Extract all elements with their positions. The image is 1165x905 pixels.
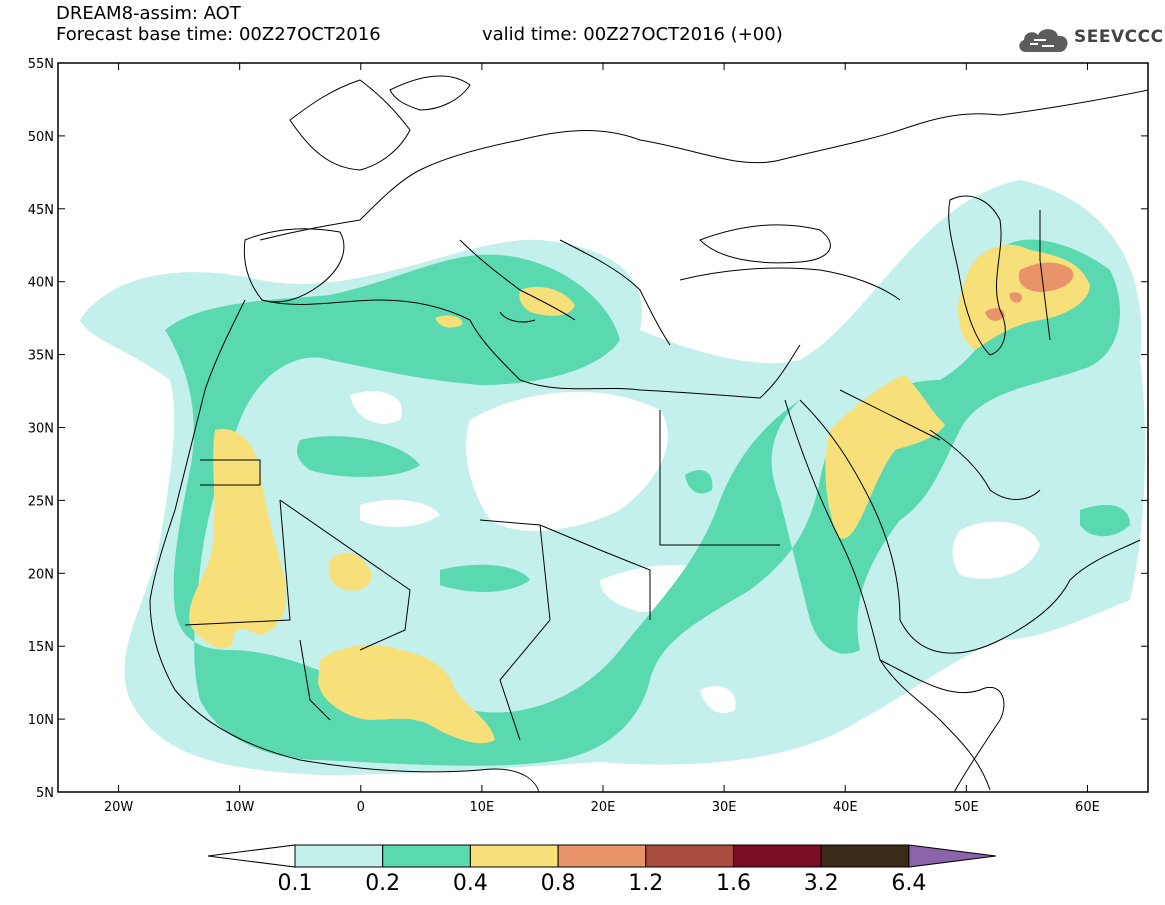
legend-label: 0.8 <box>541 871 576 896</box>
lat-tick-label: 50N <box>28 130 54 145</box>
legend-label: 0.2 <box>365 871 400 896</box>
lat-tick-label: 40N <box>28 276 54 291</box>
aot-level-0-8 <box>985 262 1074 321</box>
legend-swatch <box>382 844 471 868</box>
legend-label: 1.6 <box>716 871 751 896</box>
seevccc-logo: SEEVCCC <box>1016 22 1163 56</box>
lat-tick-label: 25N <box>28 494 54 509</box>
legend-label: 3.2 <box>804 871 839 896</box>
legend-swatch <box>820 844 910 868</box>
legend-arrow-high <box>908 844 996 868</box>
base-time: Forecast base time: 00Z27OCT2016 <box>56 24 381 45</box>
lon-tick-label: 0 <box>357 800 365 815</box>
map-title: DREAM8-assim: AOT <box>56 3 241 24</box>
forecast-times: Forecast base time: 00Z27OCT2016 valid ti… <box>56 24 783 45</box>
lat-tick-label: 35N <box>28 349 54 364</box>
lat-tick-label: 15N <box>28 640 54 655</box>
legend-swatch <box>733 844 822 868</box>
coastlines <box>149 75 1148 792</box>
latitude-axis: 5N 10N 15N 20N 25N 30N 35N 40N 45N 50N 55N <box>28 57 1148 801</box>
aot-level-0-4 <box>189 244 1090 744</box>
aot-level-0-2 <box>165 239 1130 766</box>
lon-tick-label: 10W <box>225 800 255 815</box>
lon-tick-label: 20E <box>591 800 616 815</box>
legend-swatch <box>294 844 384 868</box>
lon-tick-label: 20W <box>104 800 134 815</box>
valid-time: valid time: 00Z27OCT2016 (+00) <box>482 24 783 45</box>
legend-swatch <box>645 844 734 868</box>
legend-label: 6.4 <box>891 871 926 896</box>
lon-tick-label: 10E <box>470 800 495 815</box>
legend-label: 0.4 <box>453 871 488 896</box>
lon-tick-label: 50E <box>954 800 979 815</box>
lat-tick-label: 5N <box>36 786 54 801</box>
cloud-icon <box>1019 29 1068 52</box>
lat-tick-label: 45N <box>28 203 54 218</box>
longitude-axis: 20W 10W 0 10E 20E 30E 40E 50E 60E <box>104 63 1100 815</box>
lon-tick-label: 60E <box>1075 800 1100 815</box>
lat-tick-label: 20N <box>28 567 54 582</box>
legend-label: 1.2 <box>628 871 663 896</box>
lon-tick-label: 40E <box>833 800 858 815</box>
legend-label: 0.1 <box>278 871 313 896</box>
logo-text: SEEVCCC <box>1074 27 1164 47</box>
legend-arrow-low <box>207 844 296 868</box>
lat-tick-label: 55N <box>28 57 54 72</box>
lat-tick-label: 10N <box>28 713 54 728</box>
legend-swatch <box>557 844 647 868</box>
lon-tick-label: 30E <box>712 800 737 815</box>
aot-field <box>80 180 1146 775</box>
lat-tick-label: 30N <box>28 422 54 437</box>
legend-swatch <box>469 844 559 868</box>
